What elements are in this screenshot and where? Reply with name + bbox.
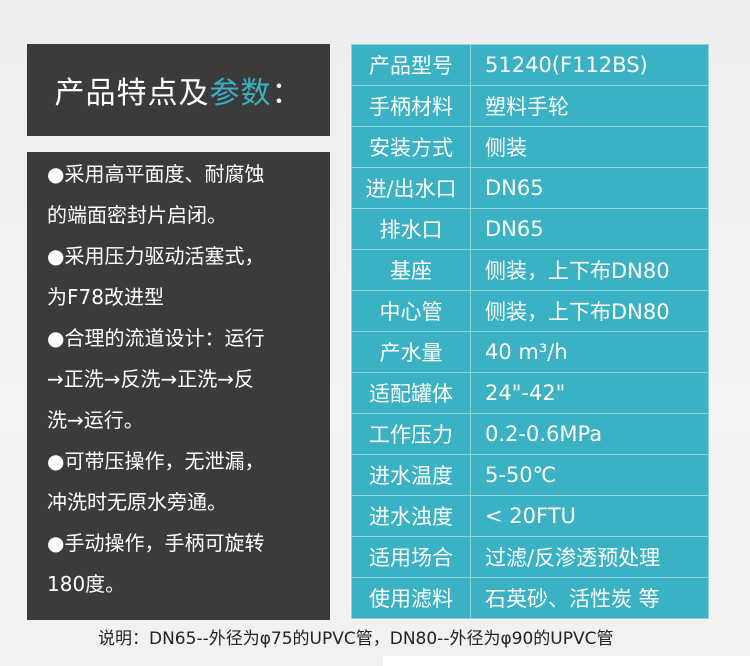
feature-line: ●采用压力驱动活塞式， xyxy=(47,244,265,268)
spec-value: 0.2-0.6MPa xyxy=(470,413,709,455)
spec-value: DN65 xyxy=(470,167,709,209)
title-colon: ： xyxy=(271,76,303,111)
spec-label: 适用场合 xyxy=(351,536,471,578)
spec-value: 侧装，上下布DN80 xyxy=(470,290,709,332)
spec-label: 进水温度 xyxy=(351,454,471,496)
spec-value: 塑料手轮 xyxy=(470,85,709,127)
title-accent: 参数 xyxy=(209,76,272,111)
spec-label: 适配罐体 xyxy=(351,372,471,414)
spec-value: DN65 xyxy=(470,208,709,250)
spec-row: 产品型号 51240(F112BS) xyxy=(351,44,709,86)
spec-value: 石英砂、活性炭 等 xyxy=(470,577,709,619)
spec-row: 适配罐体 24"-42" xyxy=(351,372,709,414)
spec-value: 过滤/反渗透预处理 xyxy=(470,536,709,578)
spec-value: 40 m³/h xyxy=(470,331,709,373)
feature-line: ●可带压操作，无泄漏， xyxy=(47,449,265,473)
spec-label: 进水浊度 xyxy=(351,495,471,537)
spec-label: 工作压力 xyxy=(351,413,471,455)
bottom-strip xyxy=(383,656,750,666)
feature-list: ●采用高平面度、耐腐蚀 的端面密封片启闭。 ●采用压力驱动活塞式， 为F78改进型 ●合… xyxy=(27,152,330,620)
spec-label: 中心管 xyxy=(351,290,471,332)
spec-table: 产品型号 51240(F112BS) 手柄材料 塑料手轮 安装方式 侧装 进/出水口 DN65… xyxy=(351,44,709,619)
spec-label: 进/出水口 xyxy=(351,167,471,209)
spec-row: 进水温度 5-50℃ xyxy=(351,454,709,496)
spec-row: 工作压力 0.2-0.6MPa xyxy=(351,413,709,455)
spec-row: 适用场合 过滤/反渗透预处理 xyxy=(351,536,709,578)
spec-value: < 20FTU xyxy=(470,495,709,537)
feature-line: 洗→运行。 xyxy=(47,408,144,432)
feature-line: ●合理的流道设计：运行 xyxy=(47,326,265,350)
spec-label: 手柄材料 xyxy=(351,85,471,127)
spec-label: 使用滤料 xyxy=(351,577,471,619)
spec-row: 排水口 DN65 xyxy=(351,208,709,250)
footnote: 说明：DN65--外径为φ75的UPVC管，DN80--外径为φ90的UPVC管 xyxy=(98,629,614,649)
spec-value: 侧装 xyxy=(470,126,709,168)
section-title: 产品特点及 参数： xyxy=(27,44,330,136)
title-main: 产品特点及 xyxy=(54,76,210,111)
feature-line: 的端面密封片启闭。 xyxy=(47,203,227,227)
spec-label: 产品型号 xyxy=(351,44,471,86)
feature-line: 180度。 xyxy=(47,572,126,596)
feature-line: ●手动操作，手柄可旋转 xyxy=(47,531,265,555)
spec-value: 5-50℃ xyxy=(470,454,709,496)
feature-line: 冲洗时无原水旁通。 xyxy=(47,490,227,514)
spec-row: 使用滤料 石英砂、活性炭 等 xyxy=(351,577,709,619)
feature-line: →正洗→反洗→正洗→反 xyxy=(47,367,255,391)
feature-line: ●采用高平面度、耐腐蚀 xyxy=(47,162,265,186)
spec-row: 基座 侧装，上下布DN80 xyxy=(351,249,709,291)
spec-label: 安装方式 xyxy=(351,126,471,168)
spec-label: 排水口 xyxy=(351,208,471,250)
spec-row: 手柄材料 塑料手轮 xyxy=(351,85,709,127)
spec-row: 进水浊度 < 20FTU xyxy=(351,495,709,537)
spec-value: 24"-42" xyxy=(470,372,709,414)
spec-row: 中心管 侧装，上下布DN80 xyxy=(351,290,709,332)
spec-row: 安装方式 侧装 xyxy=(351,126,709,168)
spec-value: 侧装，上下布DN80 xyxy=(470,249,709,291)
feature-line: 为F78改进型 xyxy=(47,285,164,309)
spec-label: 基座 xyxy=(351,249,471,291)
spec-value: 51240(F112BS) xyxy=(470,44,709,86)
spec-row: 进/出水口 DN65 xyxy=(351,167,709,209)
spec-row: 产水量 40 m³/h xyxy=(351,331,709,373)
spec-label: 产水量 xyxy=(351,331,471,373)
